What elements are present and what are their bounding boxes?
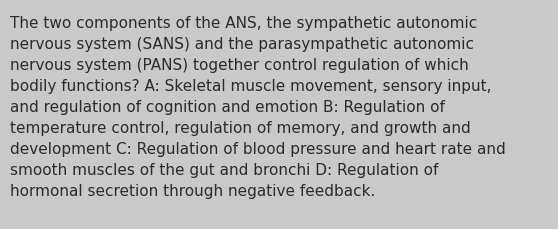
- Text: The two components of the ANS, the sympathetic autonomic
nervous system (SANS) a: The two components of the ANS, the sympa…: [10, 16, 506, 198]
